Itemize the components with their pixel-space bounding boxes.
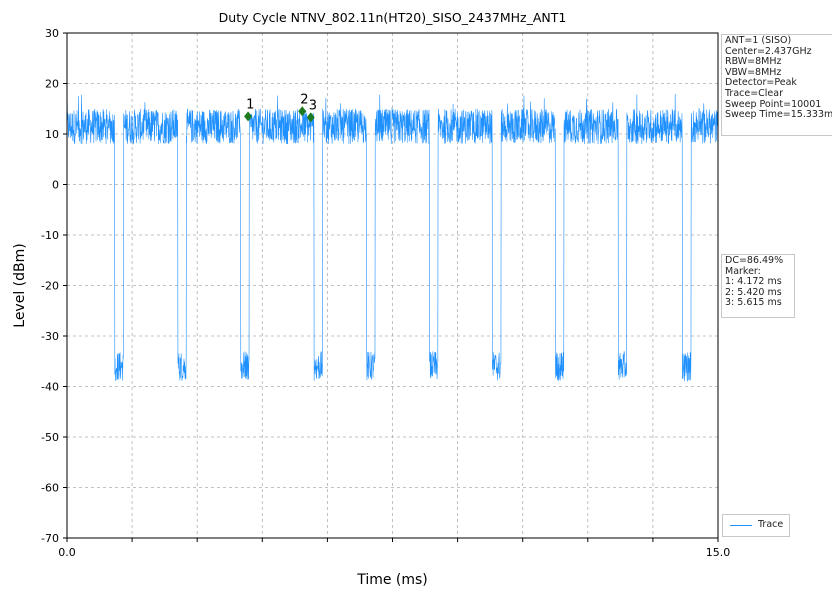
x-tick-label: 0.0	[58, 546, 76, 559]
legend: Trace	[722, 514, 790, 537]
y-tick-label: -70	[41, 532, 59, 545]
marker-1	[244, 111, 253, 122]
marker-3	[306, 112, 315, 123]
duty-cycle-info-box: DC=86.49% Marker: 1: 4.172 ms 2: 5.420 ms 3:…	[721, 254, 795, 318]
dc-line: Marker:	[725, 265, 761, 277]
dc-line: 1: 4.172 ms	[725, 276, 782, 288]
y-tick-label: -50	[41, 431, 59, 444]
axis-ticks: 30 20 10 0 -10 -20 -30 -40 -50 -60 -700.0 15.0	[41, 27, 730, 559]
marker-label-3: 3	[309, 98, 317, 113]
settings-line: Center=2.437GHz	[725, 45, 812, 57]
marker-2	[298, 106, 307, 117]
settings-line: VBW=8MHz	[725, 66, 782, 78]
legend-swatch-trace	[730, 525, 752, 526]
settings-line: ANT=1 (SISO)	[725, 35, 792, 46]
settings-line: Sweep Time=15.333ms	[725, 109, 832, 121]
y-axis-label: Level (dBm)	[12, 243, 28, 327]
y-tick-label: 10	[45, 128, 59, 141]
x-tick-label: 15.0	[706, 546, 731, 559]
dc-line: 3: 5.615 ms	[725, 297, 782, 309]
x-axis-label: Time (ms)	[356, 572, 428, 588]
y-tick-label: 30	[45, 27, 59, 40]
marker-label-2: 2	[300, 92, 308, 107]
settings-line: Sweep Point=10001	[725, 98, 822, 110]
y-tick-label: -30	[41, 330, 59, 343]
marker-label-1: 1	[246, 97, 254, 112]
chart-title: Duty Cycle NTNV_802.11n(HT20)_SISO_2437M…	[219, 10, 567, 25]
dc-line: DC=86.49%	[725, 255, 784, 266]
dc-line: 2: 5.420 ms	[725, 286, 782, 298]
y-tick-label: -20	[41, 280, 59, 293]
y-tick-label: 0	[52, 179, 59, 192]
settings-line: Trace=Clear	[725, 87, 784, 99]
legend-label-trace: Trace	[758, 519, 784, 530]
y-tick-label: 20	[45, 78, 59, 91]
y-tick-label: -10	[41, 229, 59, 242]
grid	[67, 33, 718, 538]
trace-series	[66, 93, 719, 382]
y-tick-label: -60	[41, 482, 59, 495]
y-tick-label: -40	[41, 381, 59, 394]
settings-line: RBW=8MHz	[725, 56, 782, 68]
trace-line	[66, 93, 719, 382]
settings-info-box: ANT=1 (SISO) Center=2.437GHz RBW=8MHz VBW=8…	[721, 34, 832, 136]
settings-line: Detector=Peak	[725, 77, 797, 89]
